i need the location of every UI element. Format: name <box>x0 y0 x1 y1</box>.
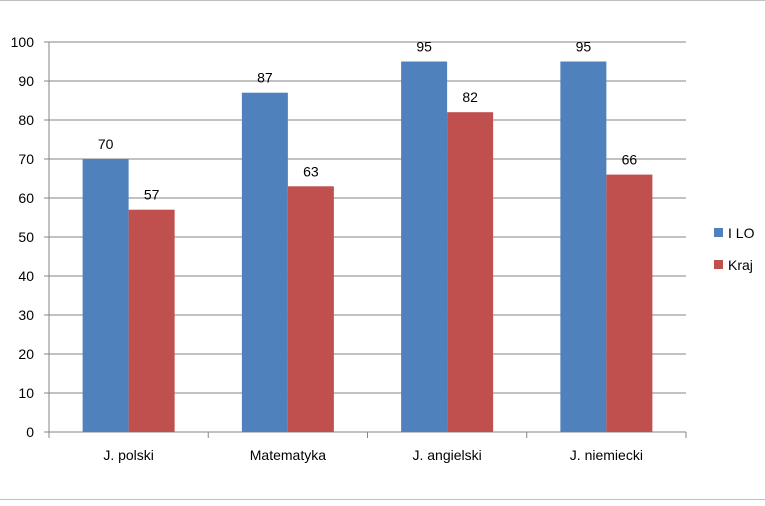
legend-label: Kraj <box>728 257 753 273</box>
data-label: 66 <box>622 152 638 168</box>
bar-kraj <box>447 112 494 432</box>
axes: 0 10 20 30 40 50 60 70 80 90 100 J. polski Matematyk… <box>11 34 687 463</box>
x-tick-label: Matematyka <box>250 447 326 463</box>
y-tick-label: 90 <box>18 73 34 89</box>
bars <box>82 61 653 432</box>
data-label: 70 <box>98 136 114 152</box>
bar-i-lo <box>401 61 448 432</box>
y-tick-label: 0 <box>26 424 34 440</box>
legend-label: I LO <box>728 225 755 241</box>
x-tick-label: J. niemiecki <box>570 447 643 463</box>
data-label: 82 <box>462 89 478 105</box>
bar-kraj <box>606 174 653 432</box>
y-tick-label: 40 <box>18 268 34 284</box>
y-tick-label: 70 <box>18 151 34 167</box>
bar-i-lo <box>241 92 288 432</box>
y-tick-label: 100 <box>11 34 35 50</box>
data-label: 87 <box>257 70 273 86</box>
legend-swatch <box>714 260 723 269</box>
y-tick-label: 50 <box>18 229 34 245</box>
data-label: 95 <box>576 39 592 55</box>
y-tick-label: 10 <box>18 385 34 401</box>
legend-swatch <box>714 228 723 237</box>
legend: I LO Kraj <box>714 225 755 273</box>
bar-i-lo <box>82 159 129 432</box>
y-tick-label: 20 <box>18 346 34 362</box>
x-tick-label: J. angielski <box>412 447 481 463</box>
bar-i-lo <box>560 61 607 432</box>
bar-kraj <box>287 186 334 432</box>
y-tick-label: 60 <box>18 190 34 206</box>
data-label: 63 <box>303 163 319 179</box>
x-tick-label: J. polski <box>103 447 154 463</box>
y-tick-label: 80 <box>18 112 34 128</box>
data-label: 57 <box>144 187 160 203</box>
data-labels: 70 57 87 63 95 82 95 66 <box>98 39 638 203</box>
bar-kraj <box>128 209 175 432</box>
y-tick-label: 30 <box>18 307 34 323</box>
data-label: 95 <box>416 39 432 55</box>
